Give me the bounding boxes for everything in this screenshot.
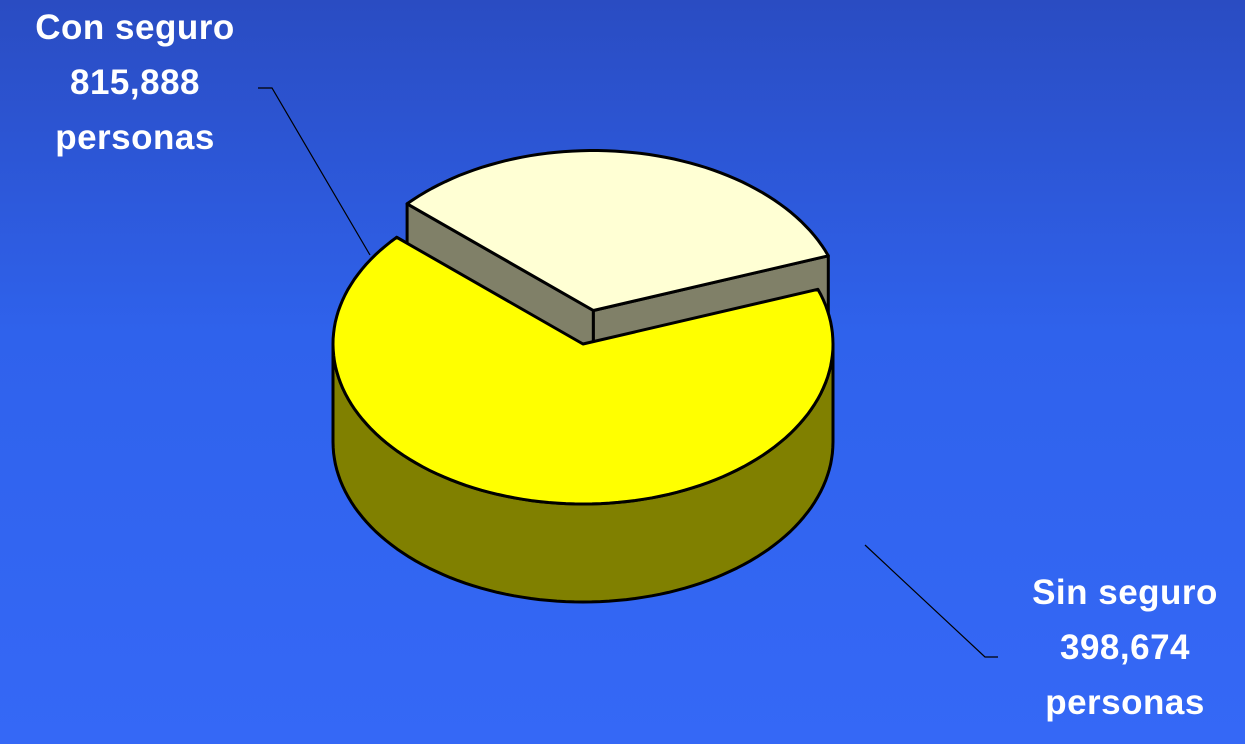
pie-slice-sin-seguro [405,149,830,312]
slice-name-sin-seguro: Sin seguro [1032,573,1218,612]
slice-label-con-seguro: Con seguro 815,888 personas [0,0,270,165]
slice-label-sin-seguro: Sin seguro 398,674 personas [1005,565,1245,730]
pie-tops [331,149,835,506]
leader-line-sin-seguro [864,544,998,658]
leader-line-con-seguro [258,87,371,256]
slice-name-con-seguro: Con seguro [35,8,235,47]
slice-unit-sin-seguro: personas [1045,683,1205,722]
pie-slice-con-seguro [331,235,835,506]
slice-value-sin-seguro: 398,674 [1059,628,1191,667]
slice-unit-con-seguro: personas [55,118,215,157]
leader-lines [258,87,998,658]
slice-value-con-seguro: 815,888 [69,63,201,102]
